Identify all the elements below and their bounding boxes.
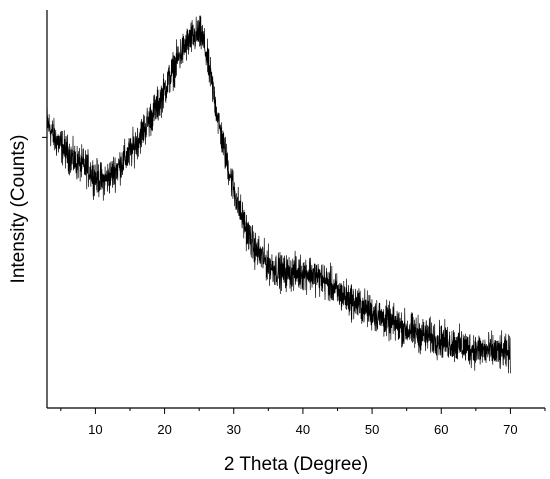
x-tick-label: 20: [157, 422, 171, 437]
x-tick-label: 30: [227, 422, 241, 437]
x-tick-label: 40: [296, 422, 310, 437]
plot-area: [46, 15, 511, 374]
y-axis-title: Intensity (Counts): [8, 135, 29, 284]
series-line: [46, 15, 511, 374]
x-tick-label: 60: [434, 422, 448, 437]
x-axis-title: 2 Theta (Degree): [224, 454, 368, 475]
x-tick-label: 70: [503, 422, 517, 437]
x-axis-ticks: 10 20 30 40 50 60 70: [60, 408, 546, 437]
x-tick-label: 50: [365, 422, 379, 437]
x-tick-label: 10: [88, 422, 102, 437]
